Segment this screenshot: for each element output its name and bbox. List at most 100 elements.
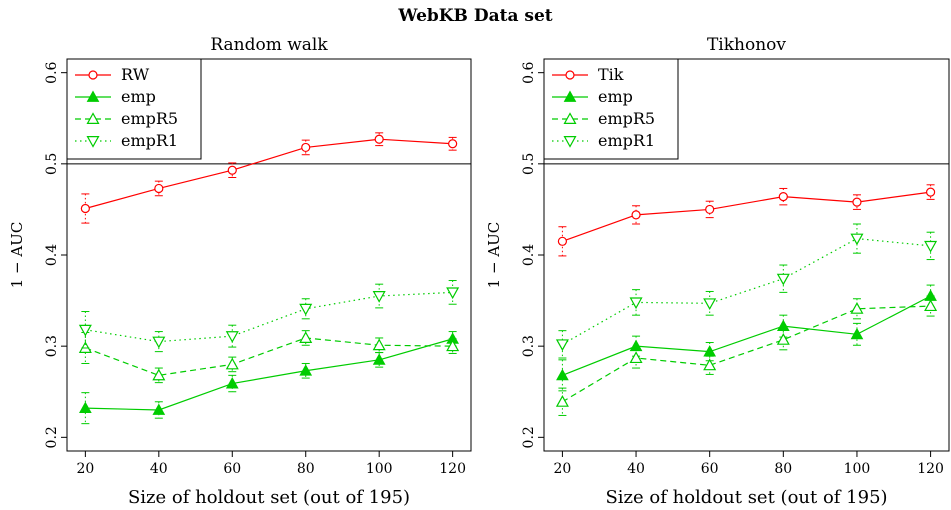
marker-4	[372, 291, 386, 303]
y-tick-label: 0.3	[44, 335, 60, 357]
legend-label: empR5	[598, 109, 655, 128]
marker-5	[924, 289, 937, 301]
x-tick-label: 20	[76, 461, 94, 477]
marker-3	[299, 303, 313, 316]
marker-0	[79, 401, 92, 414]
series-line	[85, 338, 453, 411]
x-axis-label: Size of holdout set (out of 195)	[605, 487, 887, 508]
legend-label: emp	[598, 87, 633, 106]
series-empR5	[555, 295, 938, 416]
marker-5	[924, 240, 938, 253]
marker-5	[446, 339, 460, 352]
marker-1	[631, 210, 641, 220]
x-axis-label: Size of holdout set (out of 195)	[128, 487, 410, 508]
marker-0	[555, 395, 569, 407]
marker-4	[850, 302, 864, 314]
marker-legend	[565, 70, 575, 80]
marker-legend	[563, 136, 577, 148]
marker-0	[78, 324, 92, 337]
marker-5	[446, 287, 460, 300]
x-tick-label: 60	[223, 461, 241, 477]
marker-4	[852, 197, 862, 207]
x-tick-label: 40	[150, 461, 168, 477]
legend-label: Tik	[598, 65, 624, 84]
y-tick-label: 0.5	[521, 153, 537, 175]
legend-label: emp	[121, 87, 156, 106]
x-tick-label: 80	[297, 461, 315, 477]
marker-0	[80, 203, 90, 214]
marker-legend	[86, 112, 100, 125]
marker-4	[850, 327, 864, 340]
y-tick-label: 0.3	[521, 335, 537, 357]
legend-label: RW	[121, 65, 150, 84]
marker-4	[372, 338, 386, 351]
series-empR5	[78, 330, 460, 384]
legend-label: empR1	[121, 131, 178, 150]
marker-1	[152, 336, 166, 349]
marker-3	[299, 364, 313, 376]
x-tick-label: 20	[553, 461, 571, 477]
marker-2	[225, 377, 239, 389]
marker-legend	[86, 90, 100, 102]
marker-4	[374, 134, 384, 144]
legend: RW emp empR5 empR1	[66, 58, 202, 160]
marker-2	[703, 358, 717, 371]
marker-0	[78, 341, 92, 353]
legend-label: empR1	[598, 131, 655, 150]
series-line	[562, 191, 931, 242]
marker-3	[301, 142, 311, 153]
x-tick-label: 100	[366, 461, 393, 477]
y-tick-label: 0.5	[44, 153, 60, 175]
marker-5	[925, 187, 936, 197]
marker-1	[154, 183, 164, 194]
x-tick-label: 100	[844, 461, 871, 477]
marker-1	[629, 351, 643, 364]
series-Tik	[557, 184, 936, 257]
marker-legend	[86, 136, 100, 148]
marker-3	[776, 273, 790, 286]
y-tick-label: 0.4	[44, 244, 60, 266]
marker-1	[629, 297, 643, 310]
x-tick-label: 40	[627, 461, 645, 477]
marker-legend	[563, 112, 577, 125]
y-tick-label: 0.6	[521, 61, 537, 83]
marker-2	[225, 357, 239, 370]
x-tick-label: 120	[439, 461, 466, 477]
marker-4	[372, 353, 386, 365]
legend-label: empR5	[121, 109, 178, 128]
x-tick-label: 60	[701, 461, 719, 477]
panel-title: Random walk	[210, 35, 328, 55]
marker-4	[850, 233, 864, 246]
series-empR1	[555, 223, 938, 359]
marker-1	[152, 368, 166, 381]
panel-2: Tikhonov 20 40 60 80 100 120 0.2 0.3 0.4 0.5 0.6 Siz…	[485, 35, 950, 508]
series-RW	[80, 132, 458, 224]
marker-3	[776, 319, 790, 332]
y-axis-label: 1 − AUC	[8, 222, 26, 289]
series-line	[85, 337, 453, 376]
panel-1: Random walk 20 40 60 80 100 120 0.2 0.3 0.4 0.5 0.6…	[8, 35, 472, 508]
marker-0	[555, 339, 569, 352]
x-tick-label: 80	[774, 461, 792, 477]
y-axis-label: 1 − AUC	[485, 222, 503, 289]
marker-1	[152, 403, 166, 415]
panel-title: Tikhonov	[707, 35, 786, 55]
series-line	[562, 237, 931, 345]
legend: Tik emp empR5 empR1	[543, 58, 679, 160]
series-line	[562, 295, 931, 376]
marker-legend	[563, 90, 577, 102]
figure-title: WebKB Data set	[398, 6, 553, 26]
marker-3	[778, 192, 788, 202]
marker-5	[924, 299, 938, 312]
marker-2	[703, 298, 717, 311]
y-tick-label: 0.2	[521, 426, 537, 448]
x-tick-label: 120	[917, 461, 944, 477]
marker-2	[705, 204, 715, 215]
y-tick-label: 0.4	[521, 244, 537, 266]
marker-0	[557, 236, 568, 246]
y-tick-label: 0.2	[44, 426, 60, 448]
series-empR1	[78, 280, 460, 353]
marker-3	[776, 333, 790, 345]
series-line	[85, 138, 453, 210]
marker-2	[225, 331, 239, 343]
